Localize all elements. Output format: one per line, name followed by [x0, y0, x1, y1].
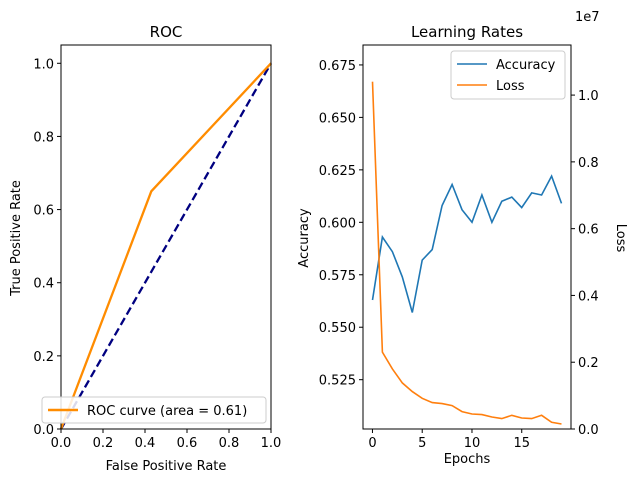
accuracy-y-tick-label: 0.675: [319, 59, 356, 74]
roc-legend-label: ROC curve (area = 0.61): [87, 404, 247, 419]
learning-rates-chart: Learning Rates 1e7 0 5 10 15 0.525 0.550 0.57…: [297, 10, 628, 467]
roc-y-tick-label: 0.4: [33, 277, 54, 292]
roc-chance-line: [60, 62, 272, 430]
roc-plot-area: [59, 62, 272, 430]
accuracy-y-tick-label: 0.650: [319, 111, 356, 126]
roc-frame: [60, 44, 272, 430]
learning-rates-title: Learning Rates: [411, 23, 523, 41]
lr-x-tick-label: 0: [368, 436, 376, 451]
lr-legend-label-accuracy: Accuracy: [496, 58, 556, 73]
roc-x-ticks: 0.0 0.2 0.4 0.6 0.8 1.0: [51, 429, 282, 451]
loss-y-tick-label: 0.0: [578, 423, 599, 438]
roc-x-tick-label: 0.0: [51, 436, 72, 451]
accuracy-y-ticks: 0.525 0.550 0.575 0.600 0.625 0.650 0.675: [319, 59, 363, 389]
loss-axis-label: Loss: [613, 224, 628, 253]
roc-y-ticks: 0.0 0.2 0.4 0.6 0.8 1.0: [33, 57, 61, 438]
roc-legend-box: [41, 396, 267, 424]
lr-legend-label-loss: Loss: [496, 79, 525, 94]
roc-chart: ROC 0.0 0.2 0.4 0.6 0.8 1.0 0.0 0.2 0.4 0.6 0.8 1.…: [9, 23, 281, 474]
roc-x-tick-label: 0.8: [219, 436, 240, 451]
roc-x-tick-label: 1.0: [261, 436, 282, 451]
lr-x-tick-label: 10: [464, 436, 481, 451]
lr-x-tick-label: 15: [513, 436, 530, 451]
roc-x-tick-label: 0.2: [93, 436, 114, 451]
roc-curve-line: [59, 62, 272, 430]
loss-y-tick-label: 0.6: [578, 223, 599, 238]
accuracy-y-tick-label: 0.575: [319, 269, 356, 284]
roc-x-label: False Positive Rate: [106, 459, 227, 474]
accuracy-axis-label: Accuracy: [297, 208, 312, 268]
loss-y-tick-label: 0.4: [578, 289, 599, 304]
loss-y-tick-label: 1.0: [578, 89, 599, 104]
loss-y-tick-label: 0.2: [578, 356, 599, 371]
loss-line: [371, 81, 562, 425]
accuracy-y-tick-label: 0.625: [319, 164, 356, 179]
loss-y-ticks: 0.0 0.2 0.4 0.6 0.8 1.0: [571, 89, 599, 438]
roc-x-tick-label: 0.4: [135, 436, 156, 451]
roc-y-label: True Positive Rate: [9, 180, 24, 297]
roc-legend: ROC curve (area = 0.61): [41, 396, 267, 424]
accuracy-line: [371, 174, 563, 313]
roc-y-tick-label: 0.8: [33, 130, 54, 145]
lr-x-label: Epochs: [444, 452, 491, 467]
lr-legend: Accuracy Loss: [450, 50, 566, 100]
lr-legend-box: [450, 50, 566, 100]
lr-x-ticks: 0 5 10 15: [368, 429, 530, 451]
loss-axis-multiplier: 1e7: [575, 10, 600, 25]
roc-y-tick-label: 0.2: [33, 350, 54, 365]
accuracy-y-tick-label: 0.600: [319, 216, 356, 231]
accuracy-y-tick-label: 0.525: [319, 374, 356, 389]
roc-title: ROC: [150, 23, 183, 41]
roc-y-tick-label: 0.6: [33, 204, 54, 219]
accuracy-y-tick-label: 0.550: [319, 321, 356, 336]
lr-x-tick-label: 5: [418, 436, 426, 451]
lr-frame: [362, 44, 572, 430]
roc-y-tick-label: 1.0: [33, 57, 54, 72]
loss-y-tick-label: 0.8: [578, 156, 599, 171]
roc-x-tick-label: 0.6: [177, 436, 198, 451]
roc-y-tick-label: 0.0: [33, 423, 54, 438]
learning-rates-plot-area: [371, 81, 563, 425]
